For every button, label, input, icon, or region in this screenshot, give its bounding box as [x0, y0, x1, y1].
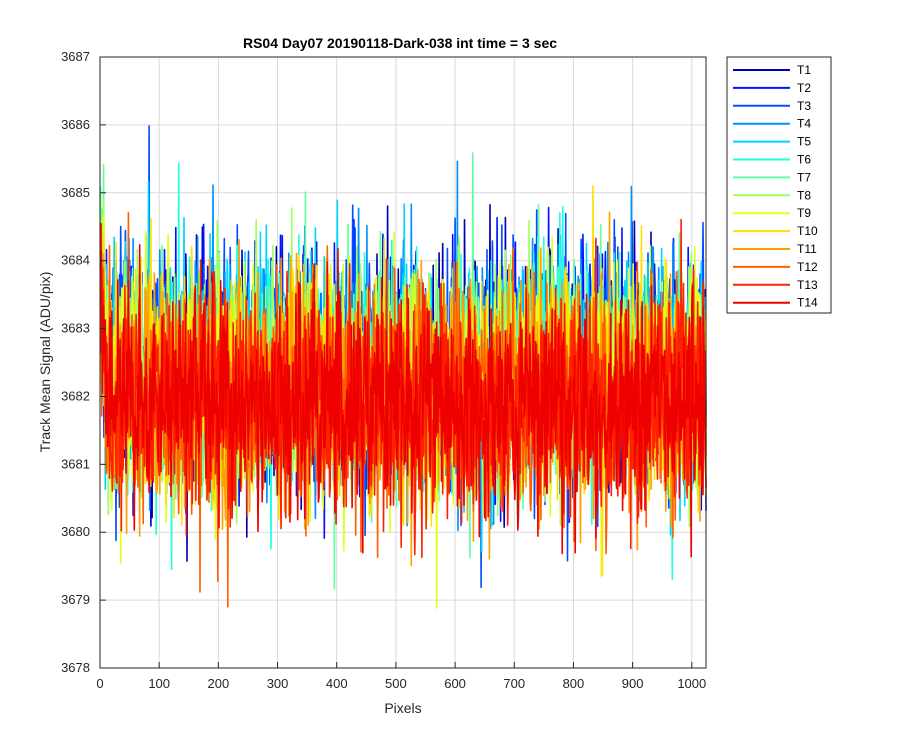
legend-entry: T3: [797, 99, 811, 113]
legend-entry: T7: [797, 170, 811, 184]
legend-entry: T12: [797, 260, 818, 274]
legend-entry: T14: [797, 296, 818, 310]
series-line-t13: [99, 218, 707, 559]
x-tick-label: 800: [563, 676, 585, 691]
legend-box: [726, 56, 832, 314]
plot-area-border: [99, 56, 707, 669]
legend-entry: T6: [797, 153, 811, 167]
x-tick-label: 0: [96, 676, 103, 691]
y-tick-label: 3682: [61, 388, 90, 403]
y-tick-label: 3680: [61, 524, 90, 539]
legend-entry: T13: [797, 278, 818, 292]
y-tick-label: 3686: [61, 117, 90, 132]
legend-entry: T5: [797, 135, 811, 149]
x-tick-label: 600: [444, 676, 466, 691]
x-tick-label: 1000: [677, 676, 706, 691]
chart-title: RS04 Day07 20190118-Dark-038 int time = …: [243, 35, 557, 51]
y-tick-labels: 3678 3679 3680 3681 3682 3683 3684 3685 3686 3687: [61, 49, 106, 675]
x-tick-label: 200: [208, 676, 230, 691]
legend-entry: T1: [797, 63, 811, 77]
y-tick-label: 3678: [61, 660, 90, 675]
series-line-t14: [99, 244, 707, 558]
y-axis-label: Track Mean Signal (ADU/pix): [37, 272, 53, 453]
legend-entry: T4: [797, 117, 811, 131]
legend-entry: T2: [797, 81, 811, 95]
y-tick-label: 3687: [61, 49, 90, 64]
x-tick-label: 300: [267, 676, 289, 691]
x-tick-label: 500: [385, 676, 407, 691]
series-lines: [99, 125, 707, 609]
y-tick-label: 3683: [61, 321, 90, 336]
legend-entry: T8: [797, 188, 811, 202]
y-tick-label: 3684: [61, 253, 90, 268]
x-tick-label: 900: [622, 676, 644, 691]
x-tick-label: 100: [148, 676, 170, 691]
y-tick-label: 3679: [61, 592, 90, 607]
legend-entry: T9: [797, 206, 811, 220]
legend-entry: T11: [797, 242, 817, 256]
y-tick-label: 3685: [61, 185, 90, 200]
x-axis-label: Pixels: [384, 700, 421, 716]
y-tick-label: 3681: [61, 456, 90, 471]
legend: T1 T2 T3 T4 T5 T6 T7 T8 T9 T10 T11 T12 T13 T14: [726, 56, 832, 314]
x-tick-labels: 0 100 200 300 400 500 600 700 800 900 1000: [96, 662, 706, 691]
legend-entry: T10: [797, 224, 818, 238]
x-tick-label: 400: [326, 676, 348, 691]
x-tick-label: 700: [503, 676, 525, 691]
